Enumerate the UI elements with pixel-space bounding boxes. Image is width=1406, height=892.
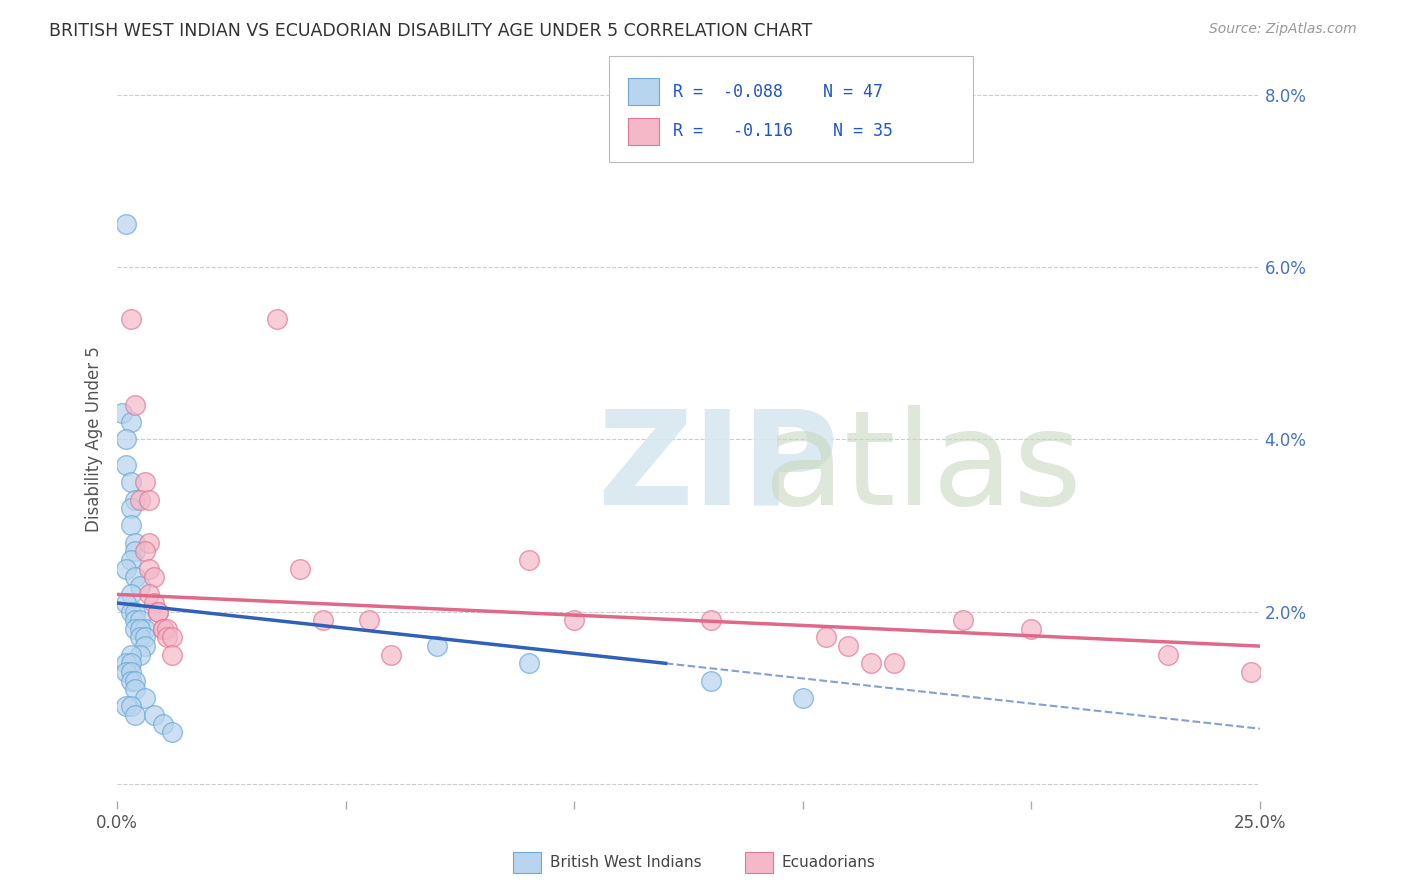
Text: R =   -0.116    N = 35: R = -0.116 N = 35 bbox=[673, 122, 893, 140]
Point bbox=[700, 613, 723, 627]
Point bbox=[837, 639, 859, 653]
Point bbox=[124, 622, 146, 636]
Point bbox=[120, 475, 142, 490]
Point bbox=[120, 657, 142, 671]
Point bbox=[120, 673, 142, 688]
Point bbox=[156, 631, 179, 645]
Point bbox=[1157, 648, 1180, 662]
Point bbox=[124, 605, 146, 619]
Point bbox=[517, 657, 540, 671]
Point bbox=[124, 492, 146, 507]
Point bbox=[115, 217, 138, 231]
Point bbox=[134, 622, 156, 636]
Point bbox=[115, 699, 138, 714]
Point bbox=[160, 725, 183, 739]
Point bbox=[142, 596, 165, 610]
Point bbox=[115, 596, 138, 610]
Text: British West Indians: British West Indians bbox=[550, 855, 702, 870]
Point bbox=[517, 553, 540, 567]
Point bbox=[134, 631, 156, 645]
Point bbox=[148, 605, 170, 619]
Point bbox=[120, 553, 142, 567]
Point bbox=[312, 613, 335, 627]
Point bbox=[152, 716, 174, 731]
Point bbox=[129, 648, 152, 662]
Point bbox=[120, 665, 142, 679]
Point bbox=[124, 682, 146, 697]
Point bbox=[357, 613, 380, 627]
Point bbox=[120, 518, 142, 533]
Point bbox=[152, 622, 174, 636]
Point bbox=[115, 433, 138, 447]
Point bbox=[156, 622, 179, 636]
Point bbox=[120, 648, 142, 662]
Point bbox=[120, 415, 142, 429]
Point bbox=[115, 561, 138, 575]
Point bbox=[1240, 665, 1263, 679]
Point bbox=[120, 605, 142, 619]
Point bbox=[700, 673, 723, 688]
Point bbox=[134, 475, 156, 490]
Point bbox=[115, 665, 138, 679]
Point bbox=[124, 613, 146, 627]
Point bbox=[148, 605, 170, 619]
Point bbox=[111, 407, 134, 421]
Point bbox=[129, 579, 152, 593]
Point bbox=[124, 673, 146, 688]
Text: atlas: atlas bbox=[762, 405, 1081, 532]
Point bbox=[952, 613, 974, 627]
Point bbox=[138, 587, 160, 601]
Text: Source: ZipAtlas.com: Source: ZipAtlas.com bbox=[1209, 22, 1357, 37]
Point bbox=[124, 544, 146, 558]
Point bbox=[124, 570, 146, 584]
Point bbox=[860, 657, 883, 671]
Point bbox=[380, 648, 402, 662]
Point bbox=[124, 398, 146, 412]
Point bbox=[129, 631, 152, 645]
Point bbox=[134, 544, 156, 558]
Point bbox=[792, 690, 814, 705]
Point bbox=[152, 622, 174, 636]
Point bbox=[124, 708, 146, 723]
Point bbox=[129, 613, 152, 627]
Y-axis label: Disability Age Under 5: Disability Age Under 5 bbox=[86, 346, 103, 533]
Point bbox=[142, 708, 165, 723]
Point bbox=[142, 570, 165, 584]
Point bbox=[426, 639, 449, 653]
Point bbox=[120, 501, 142, 516]
Point bbox=[134, 639, 156, 653]
Text: BRITISH WEST INDIAN VS ECUADORIAN DISABILITY AGE UNDER 5 CORRELATION CHART: BRITISH WEST INDIAN VS ECUADORIAN DISABI… bbox=[49, 22, 813, 40]
Point bbox=[266, 311, 288, 326]
Point bbox=[120, 587, 142, 601]
Point bbox=[120, 699, 142, 714]
Point bbox=[138, 492, 160, 507]
Point bbox=[138, 561, 160, 575]
Point bbox=[115, 458, 138, 472]
Point bbox=[134, 690, 156, 705]
Point bbox=[1019, 622, 1042, 636]
Point bbox=[138, 535, 160, 549]
Point bbox=[883, 657, 905, 671]
Point bbox=[562, 613, 585, 627]
Point bbox=[160, 631, 183, 645]
Text: R =  -0.088    N = 47: R = -0.088 N = 47 bbox=[673, 83, 883, 101]
Point bbox=[129, 492, 152, 507]
Text: ZIP: ZIP bbox=[598, 405, 838, 532]
Point bbox=[814, 631, 837, 645]
Point bbox=[129, 622, 152, 636]
Text: Ecuadorians: Ecuadorians bbox=[782, 855, 876, 870]
Point bbox=[160, 648, 183, 662]
Point bbox=[124, 535, 146, 549]
Point bbox=[115, 657, 138, 671]
Point bbox=[120, 311, 142, 326]
Point bbox=[288, 561, 311, 575]
